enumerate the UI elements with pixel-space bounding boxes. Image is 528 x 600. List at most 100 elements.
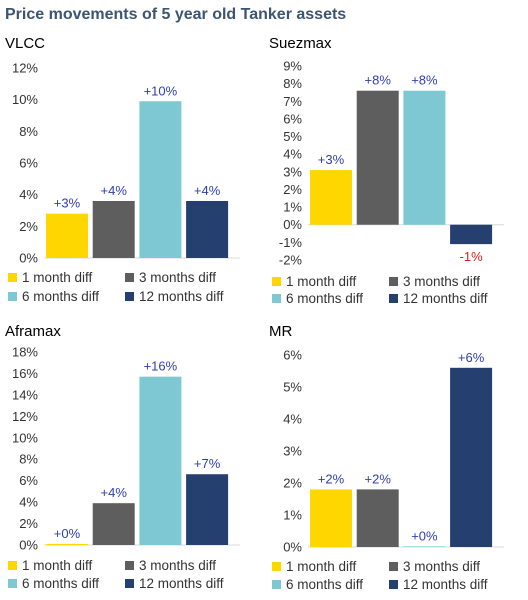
data-label: +0% xyxy=(54,526,81,541)
legend-swatch-12-months-diff xyxy=(389,580,398,589)
data-label: +6% xyxy=(458,350,485,365)
bar-3-months-diff xyxy=(356,489,399,547)
legend-swatch-3-months-diff xyxy=(389,277,398,286)
chart-mr: MR 0% 1% 2% 3% 4% 5% 6% +2% +2% +0% +6% 1 month diff… xyxy=(269,323,504,592)
y-tick-label: 18% xyxy=(12,345,38,360)
legend-swatch-1-month-diff xyxy=(272,277,281,286)
data-label: +2% xyxy=(318,471,345,486)
legend-label-12-months-diff: 12 months diff xyxy=(403,577,488,592)
legend-label-12-months-diff: 12 months diff xyxy=(139,289,224,304)
y-tick-label: 2% xyxy=(283,182,302,197)
y-tick-label: 0% xyxy=(19,538,38,553)
data-label: +4% xyxy=(101,485,128,500)
legend-swatch-6-months-diff xyxy=(272,294,281,303)
panel-title: VLCC xyxy=(5,35,45,52)
bar-1-month-diff xyxy=(310,170,352,225)
y-tick-label: 3% xyxy=(283,444,302,459)
y-tick-label: 1% xyxy=(283,508,302,523)
y-tick-label: 2% xyxy=(19,516,38,531)
data-label: +3% xyxy=(318,152,345,167)
y-tick-label: 5% xyxy=(283,129,302,144)
data-label: +8% xyxy=(365,73,392,88)
legend-label-6-months-diff: 6 months diff xyxy=(286,291,363,306)
panel-title: Suezmax xyxy=(269,35,332,52)
data-label: +7% xyxy=(194,456,221,471)
y-tick-label: 12% xyxy=(12,61,38,76)
bar-6-months-diff xyxy=(403,90,446,225)
y-tick-label: 4% xyxy=(19,187,38,202)
data-label: +10% xyxy=(144,83,178,98)
bar-6-months-diff xyxy=(403,546,446,547)
legend-label-3-months-diff: 3 months diff xyxy=(403,274,480,289)
data-label: +4% xyxy=(101,183,128,198)
panel-title: MR xyxy=(269,323,292,340)
panel-title: Aframax xyxy=(5,323,61,340)
y-tick-label: 0% xyxy=(283,540,302,555)
bar-3-months-diff xyxy=(92,503,135,545)
legend-label-3-months-diff: 3 months diff xyxy=(139,558,216,573)
y-tick-label: 6% xyxy=(283,348,302,363)
y-tick-label: 10% xyxy=(12,92,38,107)
data-label: +8% xyxy=(411,73,438,88)
legend-swatch-1-month-diff xyxy=(8,273,17,282)
legend-label-6-months-diff: 6 months diff xyxy=(22,289,99,304)
chart-aframax: Aframax 0% 2% 4% 6% 8% 10% 12% 14% 16% 18% +0% +4% +1… xyxy=(5,323,240,591)
legend-swatch-12-months-diff xyxy=(125,579,134,588)
y-tick-label: 0% xyxy=(283,217,302,232)
legend-label-12-months-diff: 12 months diff xyxy=(139,576,224,591)
y-tick-label: 4% xyxy=(19,495,38,510)
chart-vlcc: VLCC 0% 2% 4% 6% 8% 10% 12% +3% +4% +10% +4% 1 month… xyxy=(5,35,240,304)
y-tick-label: -1% xyxy=(279,235,303,250)
y-tick-label: 6% xyxy=(283,111,302,126)
bar-12-months-diff xyxy=(450,367,493,547)
legend-label-1-month-diff: 1 month diff xyxy=(22,558,93,573)
bar-6-months-diff xyxy=(139,376,182,545)
bar-6-months-diff xyxy=(139,101,182,258)
legend-swatch-1-month-diff xyxy=(272,562,281,571)
legend-label-3-months-diff: 3 months diff xyxy=(139,270,216,285)
y-tick-label: 16% xyxy=(12,366,38,381)
y-tick-label: 2% xyxy=(283,476,302,491)
data-label: +3% xyxy=(54,196,81,211)
legend-swatch-3-months-diff xyxy=(125,561,134,570)
legend-label-1-month-diff: 1 month diff xyxy=(22,270,93,285)
data-label: +0% xyxy=(411,528,438,543)
data-label: -1% xyxy=(460,249,484,264)
legend-swatch-3-months-diff xyxy=(125,273,134,282)
legend-swatch-3-months-diff xyxy=(389,562,398,571)
y-tick-label: 2% xyxy=(19,219,38,234)
y-tick-label: 7% xyxy=(283,94,302,109)
legend-swatch-6-months-diff xyxy=(8,579,17,588)
bar-3-months-diff xyxy=(356,90,399,225)
y-tick-label: 6% xyxy=(19,156,38,171)
y-tick-label: 6% xyxy=(19,473,38,488)
legend-label-6-months-diff: 6 months diff xyxy=(286,577,363,592)
legend-label-3-months-diff: 3 months diff xyxy=(403,559,480,574)
legend-label-1-month-diff: 1 month diff xyxy=(286,559,357,574)
y-tick-label: 8% xyxy=(19,452,38,467)
y-tick-label: 4% xyxy=(283,147,302,162)
bar-1-month-diff xyxy=(310,489,352,547)
legend-swatch-6-months-diff xyxy=(8,292,17,301)
legend-swatch-6-months-diff xyxy=(272,580,281,589)
legend-label-6-months-diff: 6 months diff xyxy=(22,576,99,591)
y-tick-label: 8% xyxy=(283,76,302,91)
y-tick-label: -2% xyxy=(279,253,303,268)
y-tick-label: 0% xyxy=(19,251,38,266)
y-tick-label: 1% xyxy=(283,200,302,215)
legend-label-12-months-diff: 12 months diff xyxy=(403,291,488,306)
bar-12-months-diff xyxy=(186,474,229,545)
bar-12-months-diff xyxy=(450,224,493,245)
data-label: +4% xyxy=(194,183,221,198)
legend-swatch-12-months-diff xyxy=(389,294,398,303)
data-label: +2% xyxy=(365,471,392,486)
y-tick-label: 12% xyxy=(12,409,38,424)
bar-1-month-diff xyxy=(46,213,88,258)
y-tick-label: 14% xyxy=(12,387,38,402)
bar-1-month-diff xyxy=(46,543,88,545)
bar-12-months-diff xyxy=(186,201,229,258)
y-tick-label: 4% xyxy=(283,412,302,427)
y-tick-label: 3% xyxy=(283,164,302,179)
data-label: +16% xyxy=(144,359,178,374)
legend-swatch-1-month-diff xyxy=(8,561,17,570)
